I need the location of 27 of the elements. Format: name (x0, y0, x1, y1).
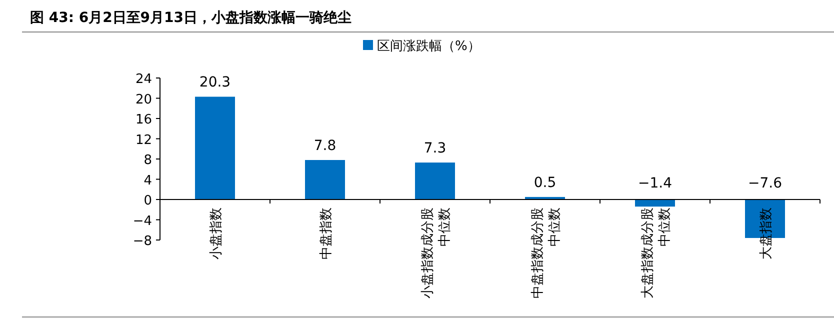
y-tick-label: 0 (144, 194, 152, 208)
data-label: 7.3 (424, 140, 446, 157)
x-tick-label: 大盘指数成分股中位数 (640, 208, 672, 298)
bar (415, 162, 455, 200)
x-tick-label: 小盘指数 (209, 208, 224, 260)
data-label: 7.8 (314, 138, 336, 154)
y-tick-label: −8 (132, 234, 152, 249)
y-tick-label: −4 (132, 214, 152, 229)
y-tick-label: 8 (144, 153, 152, 168)
bar (635, 200, 675, 207)
x-tick-label: 中盘指数 (319, 208, 334, 260)
data-label: 20.3 (199, 74, 231, 91)
y-tick-label: 4 (144, 173, 152, 188)
y-tick-label: 16 (135, 112, 152, 128)
y-tick-label: 24 (135, 72, 152, 87)
data-label: −1.4 (638, 176, 672, 192)
x-tick-label: 小盘指数成分股中位数 (420, 208, 452, 298)
y-tick-label: 12 (135, 132, 152, 148)
data-label: −7.6 (748, 176, 782, 192)
bar (195, 96, 235, 200)
bar (305, 160, 345, 200)
x-tick-label: 中盘指数成分股中位数 (530, 208, 562, 298)
chart-title: 图 43: 6月2日至9月13日，小盘指数涨幅一骑绝尘 (30, 10, 352, 26)
data-label: 0.5 (534, 174, 556, 191)
legend-label: 区间涨跌幅（%） (377, 39, 480, 54)
y-tick-label: 20 (135, 92, 152, 108)
x-tick-label: 大盘指数 (759, 208, 774, 260)
